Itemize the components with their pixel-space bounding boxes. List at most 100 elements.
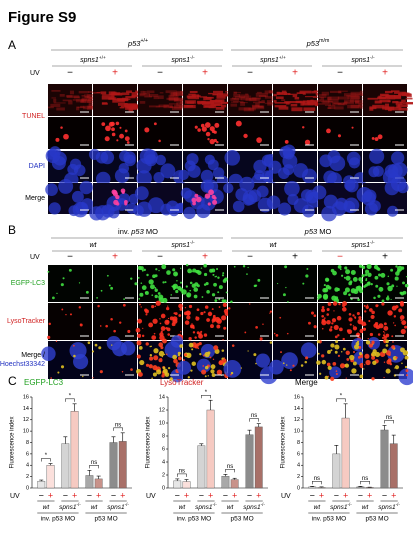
tissue	[69, 90, 75, 95]
tissue	[139, 101, 146, 104]
micrograph	[318, 301, 364, 342]
signal	[185, 263, 189, 267]
signal	[137, 333, 142, 338]
signal	[368, 319, 371, 322]
significance-label: ns	[386, 415, 392, 421]
tissue	[158, 104, 169, 108]
y-tick-label: 2	[26, 474, 29, 480]
tissue	[174, 104, 185, 109]
signal	[87, 341, 91, 345]
tissue	[401, 92, 410, 97]
image-background	[93, 265, 137, 302]
tissue	[296, 92, 306, 94]
signal	[282, 164, 295, 176]
tissue	[87, 90, 95, 94]
tissue	[174, 97, 186, 102]
tissue	[243, 107, 255, 112]
tissue	[264, 96, 278, 99]
signal	[370, 314, 375, 319]
x-tick-label: +	[96, 490, 101, 500]
micrograph	[137, 264, 184, 303]
signal	[278, 202, 292, 216]
tissue	[88, 106, 95, 109]
genotype-label: wt	[227, 504, 235, 511]
tissue	[224, 91, 230, 93]
signal	[135, 327, 141, 333]
signal	[244, 331, 247, 334]
significance-bracket	[336, 398, 346, 402]
signal	[196, 342, 200, 346]
signal	[206, 290, 210, 294]
signal	[387, 285, 393, 292]
signal	[140, 306, 142, 308]
signal	[352, 277, 358, 282]
signal	[327, 302, 332, 306]
signal	[280, 351, 282, 354]
micrograph	[318, 117, 362, 149]
micrograph	[136, 148, 188, 187]
tissue	[66, 95, 80, 98]
significance-label: ns	[227, 464, 233, 470]
micrograph	[88, 148, 137, 187]
tissue	[321, 100, 333, 103]
signal	[184, 353, 188, 357]
signal	[382, 348, 388, 354]
signal	[362, 327, 367, 331]
significance-bracket	[249, 418, 259, 422]
signal	[289, 369, 292, 372]
signal	[97, 304, 100, 308]
tissue	[312, 96, 320, 98]
signal	[348, 293, 351, 297]
signal	[111, 132, 116, 137]
uv-sign: −	[67, 252, 73, 263]
signal	[282, 362, 285, 365]
signal	[232, 200, 245, 213]
tissue	[200, 101, 205, 104]
signal	[188, 304, 193, 309]
signal	[387, 275, 390, 278]
signal	[334, 335, 338, 339]
signal	[194, 193, 199, 198]
signal	[404, 355, 409, 360]
signal	[222, 272, 225, 275]
signal	[390, 268, 394, 272]
tissue	[111, 95, 115, 97]
signal	[386, 282, 390, 286]
uv-sign: +	[202, 68, 208, 79]
signal	[352, 314, 355, 317]
tissue	[324, 103, 332, 106]
signal	[211, 293, 216, 297]
signal	[223, 299, 227, 303]
tissue	[290, 103, 298, 107]
signal	[313, 325, 317, 329]
signal	[285, 364, 288, 366]
signal	[68, 268, 72, 272]
y-tick-label: 6	[162, 446, 165, 452]
micrograph	[48, 117, 92, 149]
signal	[143, 268, 146, 272]
signal	[283, 148, 295, 160]
x-axis-label: UV	[281, 493, 291, 500]
label-part: p53	[127, 39, 141, 48]
signal	[48, 202, 61, 215]
signal	[47, 335, 51, 340]
signal	[137, 318, 143, 324]
signal	[173, 312, 176, 315]
tissue	[121, 92, 130, 96]
signal	[324, 375, 329, 380]
signal	[152, 372, 157, 377]
signal	[179, 307, 183, 311]
tissue	[320, 97, 325, 101]
signal	[344, 266, 348, 270]
tissue	[347, 96, 360, 100]
signal	[137, 371, 143, 377]
signal	[281, 352, 298, 369]
signal	[60, 365, 65, 369]
signal	[364, 364, 366, 366]
signal	[394, 365, 400, 370]
signal	[352, 361, 357, 366]
image-background	[228, 84, 272, 116]
signal	[352, 326, 358, 331]
tissue	[389, 95, 402, 100]
signal	[211, 308, 214, 311]
